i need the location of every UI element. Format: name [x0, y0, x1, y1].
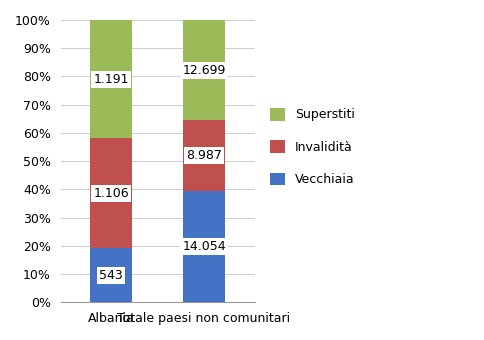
Bar — [182, 191, 225, 302]
Text: 543: 543 — [99, 269, 123, 282]
Bar — [182, 120, 225, 191]
Text: 12.699: 12.699 — [182, 64, 225, 76]
Bar — [90, 248, 132, 302]
Bar — [90, 138, 132, 248]
Text: 8.987: 8.987 — [186, 149, 222, 162]
Text: 14.054: 14.054 — [182, 240, 226, 253]
Bar — [90, 20, 132, 138]
Bar — [182, 20, 225, 120]
Text: 1.191: 1.191 — [93, 73, 129, 86]
Legend: Superstiti, Invalidità, Vecchiaia: Superstiti, Invalidità, Vecchiaia — [264, 103, 359, 191]
Text: 1.106: 1.106 — [93, 187, 129, 200]
